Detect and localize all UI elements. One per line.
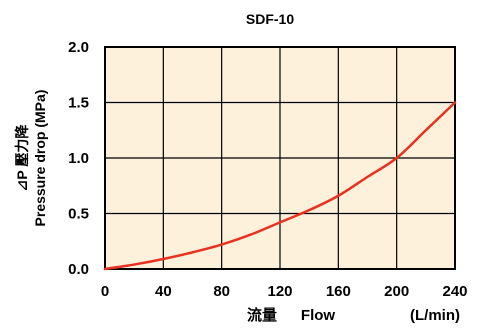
- x-tick-label: 80: [213, 283, 230, 300]
- y-axis-tick-labels: 0.0 0.5 1.0 1.5 2.0: [68, 39, 89, 278]
- y-tick-label: 1.5: [68, 95, 89, 112]
- x-tick-label: 200: [384, 283, 409, 300]
- y-axis-label-line-2: Pressure drop (MPa): [32, 90, 48, 227]
- y-axis-label-line-1: ⊿P 壓力降: [14, 124, 30, 192]
- y-tick-label: 0.5: [68, 206, 89, 223]
- y-tick-label: 1.0: [68, 150, 89, 167]
- chart-title: SDF-10: [246, 11, 294, 27]
- x-tick-label: 240: [442, 283, 467, 300]
- x-axis-label-cn: 流量: [247, 306, 277, 324]
- pressure-drop-curve: [103, 101, 457, 271]
- x-axis-unit-label: (L/min): [410, 307, 460, 324]
- y-tick-label: 0.0: [68, 261, 89, 278]
- y-tick-label: 2.0: [68, 39, 89, 56]
- x-tick-label: 0: [101, 283, 109, 300]
- x-tick-label: 160: [326, 283, 351, 300]
- plot-border: [104, 46, 456, 270]
- x-axis-tick-labels: 0 40 80 120 160 200 240: [101, 283, 468, 300]
- x-tick-label: 120: [267, 283, 292, 300]
- x-tick-label: 40: [155, 283, 172, 300]
- x-axis-label-en: Flow: [301, 307, 335, 324]
